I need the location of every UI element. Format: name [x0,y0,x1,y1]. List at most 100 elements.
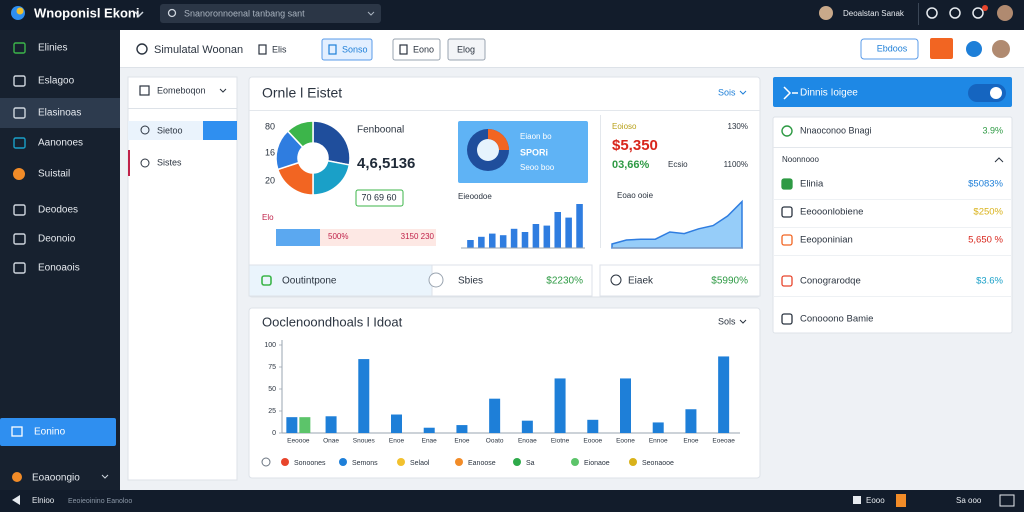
search-button[interactable] [447,38,486,61]
legend-label[interactable]: Sonoones [294,460,326,467]
progress-value: 3150 230 [401,232,435,241]
legend-swatch [571,458,579,466]
tab-label[interactable]: Sonso [342,44,368,54]
chart-caption: Eoao ooie [617,191,654,200]
sidebar-item[interactable]: Suistail [38,169,70,180]
progress-fill [276,229,320,246]
sidebar-item[interactable]: Elinies [38,43,67,54]
card-menu[interactable]: Sois [718,87,736,97]
tab-active[interactable] [321,38,373,61]
panel-row-label[interactable]: Conooono Bamie [800,314,873,325]
tab-icon [399,44,408,55]
panel-row-value: $5083% [968,179,1003,190]
sidebar-item[interactable]: Deonoio [38,234,76,245]
summary-value: $2230% [546,276,583,287]
bar [467,240,474,248]
top-divider [918,3,919,25]
x-tick-label: Eoeoae [712,438,735,445]
panel-divider [773,296,1012,297]
panel-row-label[interactable]: Eeoponinian [800,235,853,246]
bar [391,414,402,433]
legend-label[interactable]: Sa [526,460,535,467]
sidebar-item[interactable]: Aanonoes [38,138,83,149]
toggle-knob [990,87,1002,99]
tab-icon [328,44,337,55]
sidebar-item[interactable]: Eonoaois [38,263,80,274]
y-tick-label: 75 [268,364,276,371]
sidebar-item[interactable]: Elasinoas [38,108,81,119]
legend-swatch [629,458,637,466]
panel-divider [773,199,1012,200]
subnav-divider [128,108,237,109]
sidebar-button-label[interactable]: Eonino [34,427,66,438]
y-tick-label: 100 [264,342,276,349]
action-button[interactable] [860,38,919,60]
y-tick-label: 0 [272,430,276,437]
bar [299,417,311,433]
row-icon [781,234,793,246]
summary-cell [599,264,761,297]
panel-row-label[interactable]: Conograrodqe [800,276,861,287]
sidebar-item[interactable]: Eslagoo [38,76,75,87]
panel-divider [773,255,1012,256]
subnav-badge [203,121,237,140]
subnav-chevron [219,88,227,93]
card-divider [249,110,760,111]
sidebar-icon [13,204,26,216]
orange-button[interactable] [930,38,953,59]
subnav-header: Eomeboqon [157,85,206,95]
subnav-item-icon [140,158,150,168]
panel-row-label[interactable]: Nnaoconoo Bnagi [800,125,872,135]
legend-label[interactable]: Eionaoe [584,460,610,467]
summary-value: $5990% [711,276,748,287]
summary-label[interactable]: Ooutintpone [282,276,337,287]
status-right: Eooo [866,496,885,505]
card-menu[interactable]: Sols [718,316,736,326]
kpi-badge [355,189,404,207]
sidebar-item[interactable]: Deodoes [38,205,78,216]
area [611,199,743,249]
tile-title: Eiaon bo [520,132,552,141]
axis-label: 80 [265,121,275,131]
search-button-label[interactable]: Elog [457,44,475,54]
summary-label[interactable]: Eiaek [628,276,654,287]
panel-row-value: 5,650 % [968,235,1003,246]
action-button-label[interactable]: Ebdoos [877,43,908,53]
x-tick-label: Eeoooe [287,438,310,445]
stat-pct: 1100% [724,160,748,169]
status-mid: Eeoieoinino Eanoloo [68,498,132,505]
tab[interactable] [392,38,441,61]
tile-donut-hole [477,139,499,161]
status-right: Sa ooo [956,496,982,505]
search-box[interactable] [160,4,381,23]
stat-label: Eoioso [612,122,637,131]
tab-label[interactable]: Elis [272,44,287,54]
tab-label[interactable]: Eono [413,44,434,54]
right-card [772,116,1013,334]
bar [478,236,485,248]
row-icon [781,178,793,190]
panel-row-label[interactable]: Elinia [800,179,824,190]
status-icon [853,496,861,504]
top-icon [926,7,938,19]
legend-label[interactable]: Semons [352,460,378,467]
row-icon [781,275,793,287]
progress-value: 500% [328,232,348,241]
tab-icon [258,44,267,55]
legend-label[interactable]: Eanoose [468,460,496,467]
x-tick-label: Enoae [518,438,537,445]
subnav-item[interactable]: Sietoo [157,125,183,135]
summary-icon [610,274,622,286]
subnav-item[interactable]: Sistes [157,157,182,167]
sidebar-footer[interactable]: Eoaoongio [32,473,80,484]
sidebar-icon [13,262,26,274]
legend-label[interactable]: Selaol [410,460,430,467]
dropdown-icon [134,11,144,18]
legend-label[interactable]: Seonaooe [642,460,674,467]
panel-row-label[interactable]: Eeooonlobiene [800,207,863,218]
panel-row-value: $250% [973,207,1003,218]
summary-label[interactable]: Sbies [458,276,483,287]
user-avatar [819,6,833,20]
sidebar-button[interactable] [0,418,116,446]
